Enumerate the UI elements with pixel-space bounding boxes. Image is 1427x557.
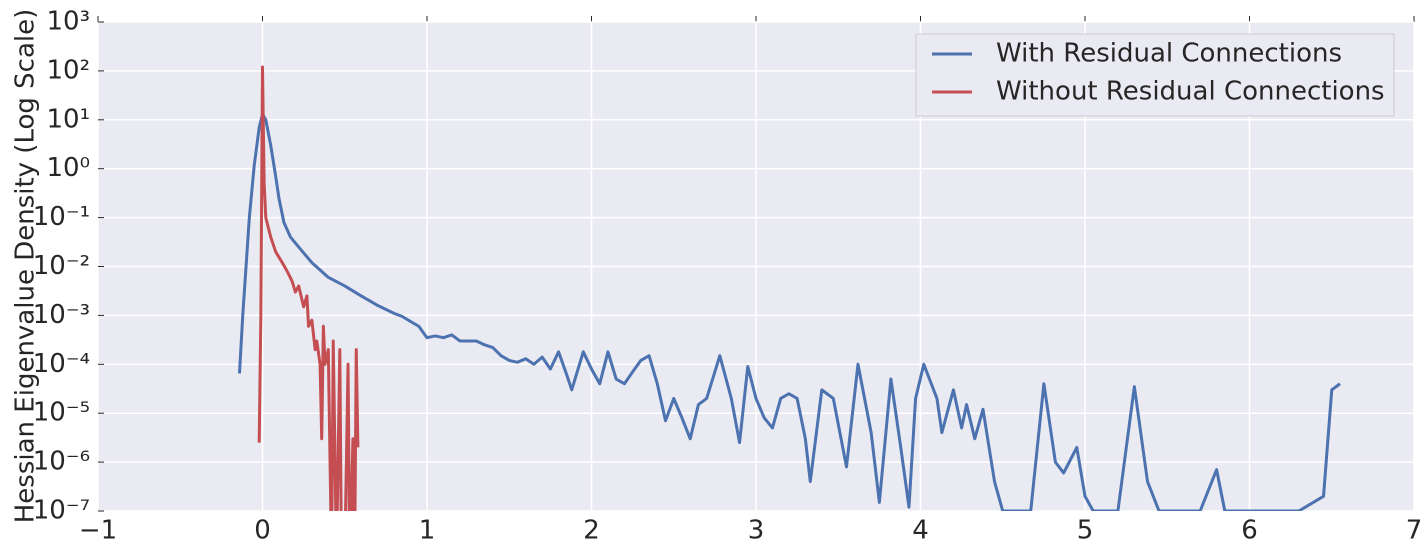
legend-label: Without Residual Connections bbox=[996, 77, 1385, 107]
y-tick-label: 10⁰ bbox=[46, 153, 90, 183]
y-tick-label: 10³ bbox=[46, 7, 90, 37]
y-tick-label: 10⁻⁵ bbox=[33, 398, 90, 428]
x-tick-label: 5 bbox=[1077, 516, 1094, 546]
lines bbox=[237, 65, 1341, 511]
y-tick-label: 10¹ bbox=[46, 104, 90, 134]
x-tick-label: 1 bbox=[419, 516, 436, 546]
y-tick-label: 10⁻⁷ bbox=[33, 496, 90, 526]
series-line bbox=[237, 112, 1341, 511]
y-tick-label: 10⁻² bbox=[33, 251, 90, 281]
legend-box bbox=[915, 33, 1395, 117]
x-tick-label: −1 bbox=[79, 516, 117, 546]
labels: −1 0 1 2 3 4 5 6 7 10⁻⁷ 10⁻⁶ 10⁻⁵ 10⁻⁴ 10⁻³ 10⁻² 10⁻¹ 10… bbox=[33, 7, 1423, 546]
series-line bbox=[257, 65, 360, 511]
x-tick-label: 0 bbox=[254, 516, 271, 546]
y-axis-label: Hessian Eigenvalue Density (Log Scale) bbox=[11, 9, 41, 524]
x-tick-label: 7 bbox=[1406, 516, 1423, 546]
x-tick-label: 6 bbox=[1241, 516, 1258, 546]
x-tick-label: 3 bbox=[748, 516, 765, 546]
x-tick-label: 2 bbox=[583, 516, 600, 546]
y-tick-label: 10⁻³ bbox=[33, 300, 90, 330]
legend-label: With Residual Connections bbox=[996, 39, 1342, 69]
y-tick-label: 10⁻¹ bbox=[33, 202, 90, 232]
y-tick-label: 10⁻⁴ bbox=[33, 349, 90, 379]
x-tick-label: 4 bbox=[912, 516, 929, 546]
y-tick-label: 10⁻⁶ bbox=[33, 447, 90, 477]
y-tick-label: 10² bbox=[46, 55, 90, 85]
